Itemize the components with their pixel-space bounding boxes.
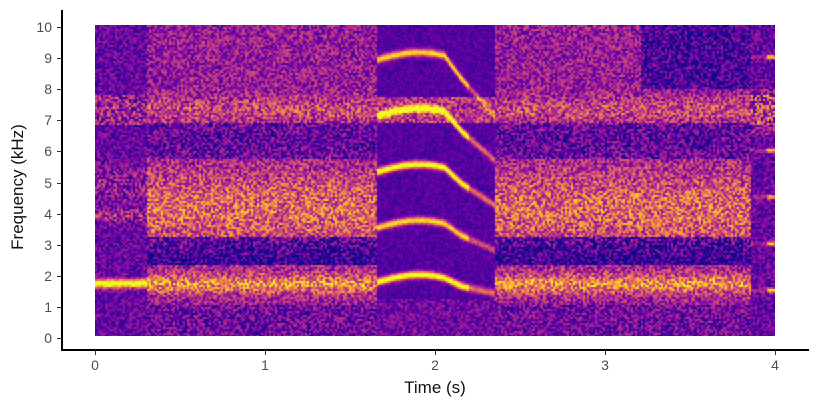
y-tick-mark: [57, 338, 62, 339]
y-tick-mark: [57, 213, 62, 215]
y-tick-label: 9: [44, 50, 52, 67]
y-tick-label: 0: [44, 330, 52, 346]
x-tick-label: 0: [91, 357, 99, 373]
y-tick-mark: [57, 27, 62, 28]
y-tick-mark: [57, 275, 62, 277]
x-tick-mark: [605, 350, 606, 355]
spectrogram-heatmap: [95, 25, 775, 336]
y-tick-mark: [57, 182, 62, 184]
x-tick-mark: [265, 350, 266, 355]
y-tick-label: 7: [44, 112, 52, 129]
x-tick-label: 1: [261, 357, 269, 373]
y-tick-label: 6: [44, 143, 52, 160]
y-axis-line: [61, 10, 63, 351]
y-tick-mark: [57, 89, 62, 91]
x-tick-label: 2: [431, 357, 439, 373]
y-tick-mark: [57, 120, 62, 122]
y-tick-mark: [57, 58, 62, 60]
x-tick-mark: [775, 350, 776, 355]
y-tick-label: 1: [44, 298, 52, 315]
y-tick-label: 3: [44, 236, 52, 253]
y-tick-label: 8: [44, 81, 52, 98]
y-axis-title: Frequency (kHz): [8, 124, 27, 250]
y-tick-label: 4: [44, 205, 52, 222]
y-tick-label: 10: [36, 19, 52, 35]
x-tick-label: 4: [771, 357, 779, 373]
y-tick-label: 5: [44, 174, 52, 191]
x-tick-label: 3: [601, 357, 609, 373]
y-tick-label: 2: [44, 267, 52, 284]
x-tick-mark: [435, 350, 436, 355]
x-axis-title: Time (s): [404, 378, 466, 397]
y-tick-mark: [57, 244, 62, 246]
x-tick-mark: [95, 350, 96, 355]
y-tick-mark: [57, 151, 62, 153]
y-tick-mark: [57, 306, 62, 308]
